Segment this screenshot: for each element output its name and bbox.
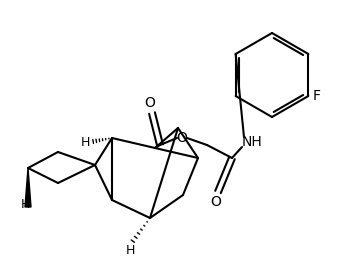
Text: O: O	[210, 195, 221, 209]
Text: O: O	[145, 96, 156, 110]
Text: NH: NH	[242, 135, 262, 149]
Polygon shape	[25, 168, 31, 207]
Text: F: F	[312, 89, 320, 103]
Text: H: H	[80, 135, 90, 148]
Text: H: H	[125, 244, 135, 257]
Text: H: H	[20, 198, 30, 211]
Text: O: O	[177, 131, 188, 145]
